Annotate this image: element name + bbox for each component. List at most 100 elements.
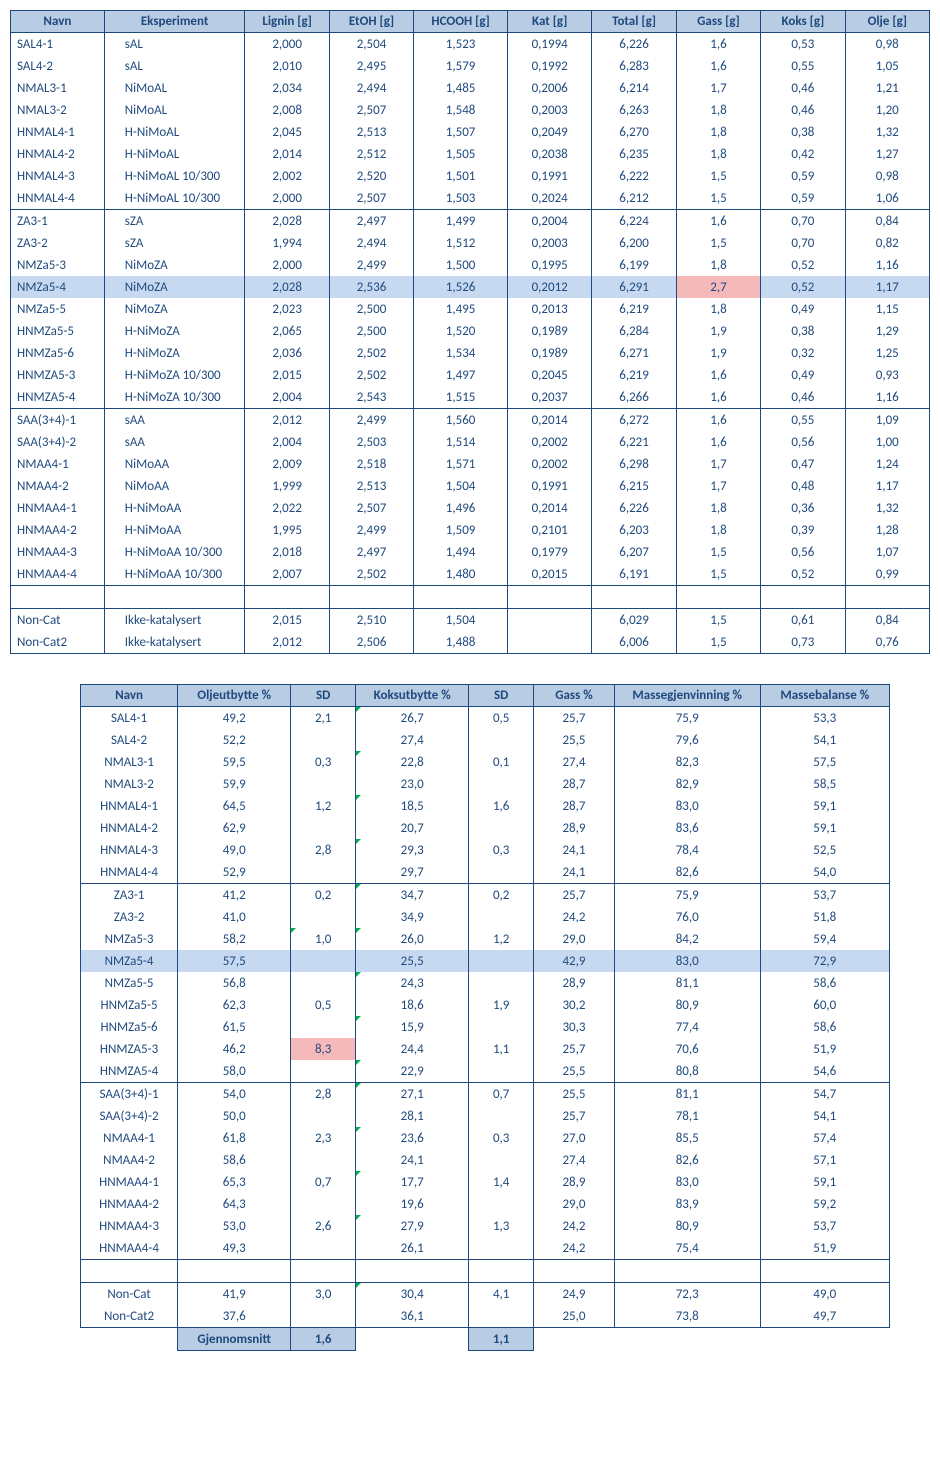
table-cell: H-NiMoAA <box>104 497 245 519</box>
table-cell: 0,48 <box>761 475 845 497</box>
table-cell: 24,2 <box>534 1237 615 1260</box>
table-cell: 53,7 <box>760 1215 889 1237</box>
table-row: SAL4-252,227,425,579,654,1 <box>81 729 890 751</box>
table-cell: 0,2004 <box>507 210 591 233</box>
table-cell: 6,006 <box>592 631 676 654</box>
table-cell: 2,494 <box>329 232 413 254</box>
empty-cell <box>329 586 413 609</box>
table-cell: 2,502 <box>329 563 413 586</box>
table-cell: 1,4 <box>469 1171 534 1193</box>
table-cell: sAA <box>104 409 245 432</box>
table-cell: 82,6 <box>614 861 760 884</box>
table-cell: HNMAL4-2 <box>81 817 178 839</box>
table-cell: 0,1991 <box>507 165 591 187</box>
table-cell: 0,59 <box>761 165 845 187</box>
table-cell: 58,2 <box>178 928 291 950</box>
table-cell: NMAA4-1 <box>81 1127 178 1149</box>
table-row: HNMAA4-1H-NiMoAA2,0222,5071,4960,20146,2… <box>11 497 930 519</box>
table-cell <box>291 1237 356 1260</box>
table-cell: 2,510 <box>329 609 413 632</box>
table-cell: 78,1 <box>614 1105 760 1127</box>
table-cell: 59,9 <box>178 773 291 795</box>
table-cell <box>507 631 591 654</box>
table-cell: 1,995 <box>245 519 329 541</box>
table-cell <box>469 1105 534 1127</box>
table-cell: 59,4 <box>760 928 889 950</box>
table-cell <box>469 861 534 884</box>
table-cell: 29,0 <box>534 1193 615 1215</box>
table-cell: 26,1 <box>356 1237 469 1260</box>
table-cell: 1,16 <box>845 254 929 276</box>
table-cell: 73,8 <box>614 1305 760 1328</box>
table-cell <box>291 773 356 795</box>
table-row: HNMAL4-349,02,829,30,324,178,452,5 <box>81 839 890 861</box>
table-cell: 1,507 <box>414 121 508 143</box>
table-cell: NMAL3-2 <box>11 99 105 121</box>
table-cell: HNMAL4-4 <box>11 187 105 210</box>
table-cell: 54,6 <box>760 1060 889 1083</box>
table-cell: HNMAA4-2 <box>81 1193 178 1215</box>
table-cell: 0,7 <box>291 1171 356 1193</box>
table-cell: 49,0 <box>760 1283 889 1306</box>
table-cell: 0,70 <box>761 210 845 233</box>
table-cell: 56,8 <box>178 972 291 994</box>
table-cell <box>469 1060 534 1083</box>
table-row: NMZa5-5NiMoZA2,0232,5001,4950,20136,2191… <box>11 298 930 320</box>
table-cell: 1,523 <box>414 33 508 56</box>
table-cell: 1,27 <box>845 143 929 165</box>
table-row: SAL4-2sAL2,0102,4951,5790,19926,2831,60,… <box>11 55 930 77</box>
table-cell: 1,7 <box>676 475 760 497</box>
table-cell: 0,42 <box>761 143 845 165</box>
table-cell: 72,9 <box>760 950 889 972</box>
average-value <box>81 1328 178 1351</box>
table-cell: 25,5 <box>356 950 469 972</box>
table-cell: NMZa5-5 <box>81 972 178 994</box>
table-cell: 2,7 <box>676 276 760 298</box>
table-row: NMZa5-358,21,026,01,229,084,259,4 <box>81 928 890 950</box>
table-cell: 27,4 <box>356 729 469 751</box>
table-row: HNMAL4-4H-NiMoAL 10/3002,0002,5071,5030,… <box>11 187 930 210</box>
table-cell: 1,7 <box>676 453 760 475</box>
table-cell: 27,0 <box>534 1127 615 1149</box>
table-cell: 22,9 <box>356 1060 469 1083</box>
table-cell: 1,2 <box>469 928 534 950</box>
table-cell: 81,1 <box>614 972 760 994</box>
table-cell: 2,512 <box>329 143 413 165</box>
table-cell: 54,7 <box>760 1083 889 1106</box>
table-row: HNMAA4-449,326,124,275,451,9 <box>81 1237 890 1260</box>
table-cell: 1,8 <box>676 497 760 519</box>
table-cell: 1,5 <box>676 609 760 632</box>
table-cell: 54,1 <box>760 1105 889 1127</box>
table-cell: 0,98 <box>845 165 929 187</box>
table-cell: 1,5 <box>676 631 760 654</box>
empty-cell <box>614 1260 760 1283</box>
table-cell: 24,4 <box>356 1038 469 1060</box>
table-cell: 0,84 <box>845 210 929 233</box>
table-cell: 25,0 <box>534 1305 615 1328</box>
table-cell: 58,6 <box>178 1149 291 1171</box>
table-row: HNMAL4-164,51,218,51,628,783,059,1 <box>81 795 890 817</box>
table-cell: 1,571 <box>414 453 508 475</box>
table-cell: HNMAA4-2 <box>11 519 105 541</box>
table-row: ZA3-241,034,924,276,051,8 <box>81 906 890 928</box>
table-cell: 0,2003 <box>507 99 591 121</box>
table-cell: HNMZA5-4 <box>11 386 105 409</box>
table-cell: 0,2038 <box>507 143 591 165</box>
table-cell: SAA(3+4)-1 <box>11 409 105 432</box>
table-cell: H-NiMoAL 10/300 <box>104 165 245 187</box>
table-cell: SAL4-1 <box>81 707 178 730</box>
column-header: SD <box>469 685 534 707</box>
table-cell: 0,2014 <box>507 409 591 432</box>
table-row: HNMAA4-264,319,629,083,959,2 <box>81 1193 890 1215</box>
table-cell: 1,480 <box>414 563 508 586</box>
table-cell: 72,3 <box>614 1283 760 1306</box>
table-cell: 28,7 <box>534 773 615 795</box>
table-cell: 24,3 <box>356 972 469 994</box>
table-cell: 1,6 <box>676 55 760 77</box>
table-row: HNMAL4-452,929,724,182,654,0 <box>81 861 890 884</box>
average-value <box>356 1328 469 1351</box>
table-cell: NMZa5-3 <box>11 254 105 276</box>
table-cell: 1,534 <box>414 342 508 364</box>
table-cell: 1,505 <box>414 143 508 165</box>
table-cell: 0,2 <box>469 884 534 907</box>
